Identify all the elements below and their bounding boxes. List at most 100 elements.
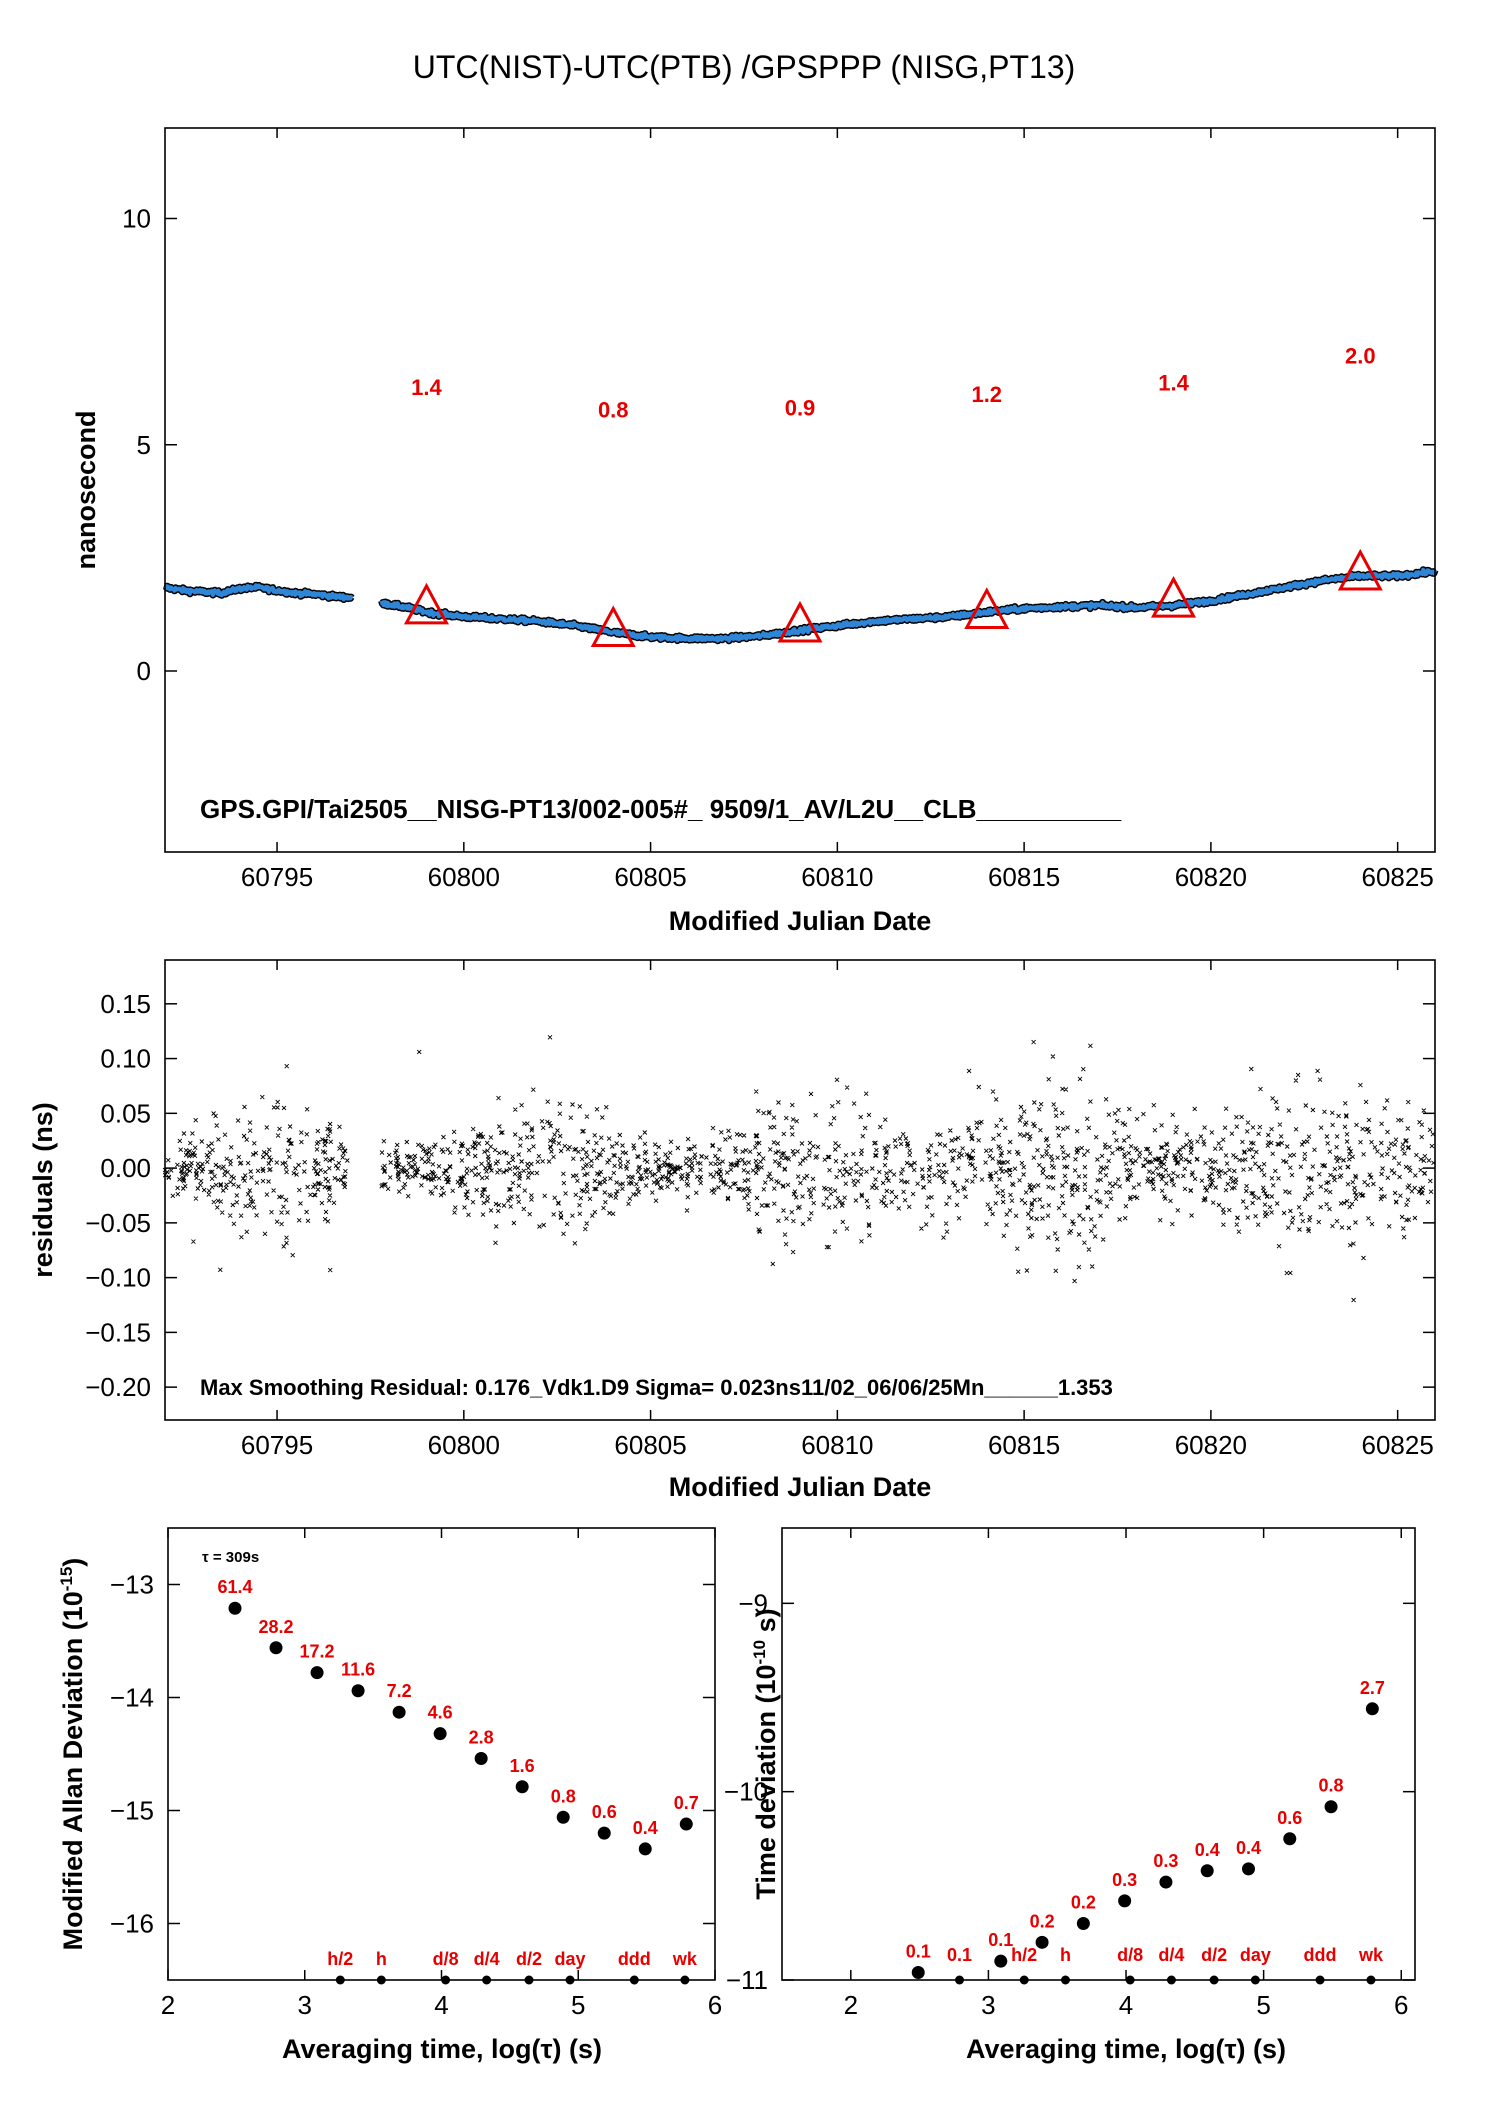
mdev-point bbox=[351, 1684, 365, 1698]
residuals-note-backdrop bbox=[195, 1368, 1265, 1404]
mdev-point-label: 4.6 bbox=[428, 1703, 453, 1723]
mdev-reference-label: d/2 bbox=[516, 1949, 542, 1969]
residuals-ytick-label: 0.05 bbox=[100, 1098, 151, 1128]
tdev-plot-xlabel: Averaging time, log(τ) (s) bbox=[966, 2034, 1286, 2064]
mdev-reference-label: d/4 bbox=[474, 1949, 500, 1969]
offset-plot: 60795 60800 60805 60810 60815 60820 608250510 … bbox=[71, 127, 1439, 936]
mdev-xtick-label: 5 bbox=[571, 1990, 585, 2020]
offset-marker-label: 0.9 bbox=[785, 395, 816, 420]
offset-series-line bbox=[163, 583, 354, 602]
offset-marker-triangle bbox=[1337, 548, 1383, 591]
mdev-point bbox=[515, 1780, 529, 1794]
mdev-ytick-label: −13 bbox=[110, 1570, 154, 1600]
mdev-plot-ylabel: Modified Allan Deviation (10-15) bbox=[57, 1558, 88, 1951]
residuals-xtick-label: 60815 bbox=[988, 1430, 1060, 1460]
tdev-point bbox=[911, 1965, 925, 1979]
mdev-plot-ticks: 2 3 4 5 6 −13 −14 −15 −16 bbox=[110, 1528, 722, 2020]
tdev-point bbox=[1241, 1862, 1255, 1876]
offset-series-outline bbox=[378, 566, 1439, 645]
offset-marker-label: 2.0 bbox=[1345, 343, 1376, 368]
figure-title: UTC(NIST)-UTC(PTB) /GPSPPP (NISG,PT13) bbox=[413, 49, 1076, 85]
mdev-point-label: 0.4 bbox=[633, 1818, 658, 1838]
mdev-point bbox=[556, 1810, 570, 1824]
mdev-points: 61.4 28.2 17.2 11.6 7.2 4.6 2.8 1.6 0.8 0.6 0.4 0.7… bbox=[217, 1577, 699, 1985]
offset-plot-annotation: GPS.GPI/Tai2505__NISG-PT13/002-005#_ 950… bbox=[200, 794, 1122, 824]
mdev-reference-label: h/2 bbox=[327, 1949, 353, 1969]
tdev-points: 0.10.10.20.20.30.30.4 0.40.60.82.70.1 h/2 h… bbox=[906, 1678, 1385, 1985]
mdev-point bbox=[679, 1817, 693, 1831]
residuals-ytick-label: 0.15 bbox=[100, 989, 151, 1019]
offset-plot-frame bbox=[164, 127, 1436, 853]
residuals-xtick-label: 60810 bbox=[801, 1430, 873, 1460]
mdev-xtick-label: 3 bbox=[298, 1990, 312, 2020]
mdev-point bbox=[269, 1641, 283, 1655]
tdev-xtick-label: 6 bbox=[1394, 1990, 1408, 2020]
mdev-point-label: 0.7 bbox=[674, 1793, 699, 1813]
tdev-reference-label: wk bbox=[1358, 1945, 1384, 1965]
residuals-xtick-label: 60805 bbox=[614, 1430, 686, 1460]
tdev-point bbox=[1118, 1894, 1132, 1908]
tdev-ytick-label: −10 bbox=[724, 1777, 768, 1807]
residuals-xtick-label: 60800 bbox=[428, 1430, 500, 1460]
offset-plot-xlabel: Modified Julian Date bbox=[669, 906, 932, 936]
mdev-point-label: 11.6 bbox=[341, 1660, 375, 1680]
residuals-plot-frame bbox=[164, 959, 1436, 1421]
tdev-point-label: 0.8 bbox=[1319, 1776, 1344, 1796]
tdev-reference-label: ddd bbox=[1304, 1945, 1337, 1965]
tdev-point bbox=[1324, 1800, 1338, 1814]
tdev-reference-label: h/2 bbox=[1011, 1945, 1037, 1965]
tdev-point-label: 0.4 bbox=[1195, 1840, 1220, 1860]
tdev-reference-label: h bbox=[1060, 1945, 1071, 1965]
tdev-point bbox=[994, 1954, 1008, 1968]
offset-marker-triangle bbox=[590, 605, 636, 648]
offset-plot-ylabel: nanosecond bbox=[71, 410, 101, 569]
residuals-ytick-label: 0.00 bbox=[100, 1153, 151, 1183]
tdev-point-label: 0.1 bbox=[988, 1930, 1013, 1950]
residuals-plot-ylabel: residuals (ns) bbox=[28, 1102, 58, 1278]
offset-ytick-label: 5 bbox=[137, 430, 151, 460]
offset-xtick-label: 60805 bbox=[614, 862, 686, 892]
tdev-ytick-label: −9 bbox=[738, 1588, 768, 1618]
offset-xtick-label: 60810 bbox=[801, 862, 873, 892]
tdev-reference-label: d/8 bbox=[1117, 1945, 1143, 1965]
offset-marker-label: 1.4 bbox=[411, 375, 442, 400]
mdev-point bbox=[228, 1601, 242, 1615]
tdev-point-label: 0.3 bbox=[1112, 1870, 1137, 1890]
mdev-point-label: 2.8 bbox=[469, 1728, 494, 1748]
residuals-xtick-label: 60825 bbox=[1361, 1430, 1433, 1460]
tdev-plot-ylabel: Time deviation (10-10 s) bbox=[750, 1608, 781, 1899]
tdev-point bbox=[1076, 1917, 1090, 1930]
tdev-plot-ticks: 2 3 4 5 6 −9 −10 −11 bbox=[724, 1528, 1415, 2020]
offset-marker-label: 1.2 bbox=[971, 382, 1002, 407]
residuals-ytick-label: 0.10 bbox=[100, 1044, 151, 1074]
mdev-point-label: 1.6 bbox=[510, 1756, 535, 1776]
mdev-reference-label: day bbox=[555, 1949, 586, 1969]
residual-points bbox=[162, 1034, 1436, 1303]
mdev-point-label: 0.6 bbox=[592, 1802, 617, 1822]
mdev-point bbox=[392, 1705, 406, 1719]
tdev-point-label: 0.4 bbox=[1236, 1838, 1261, 1858]
residuals-plot-ticks: 60795 60800 60805 60810 60815 60820 60825 0.15 0… bbox=[85, 960, 1435, 1460]
mdev-point-label: 28.2 bbox=[259, 1617, 294, 1637]
residuals-ytick-label: −0.10 bbox=[85, 1263, 151, 1293]
tdev-xtick-label: 5 bbox=[1256, 1990, 1270, 2020]
offset-markers: 1.4 0.8 0.9 1.2 1.4 2.0 bbox=[403, 343, 1383, 648]
tdev-point-label: 0.1 bbox=[906, 1941, 931, 1961]
mdev-reference-label: wk bbox=[672, 1949, 698, 1969]
mdev-reference-label: h bbox=[376, 1949, 387, 1969]
mdev-reference-label: ddd bbox=[618, 1949, 651, 1969]
mdev-point bbox=[638, 1842, 652, 1856]
tdev-point bbox=[1365, 1702, 1379, 1716]
residuals-xtick-label: 60795 bbox=[241, 1430, 313, 1460]
tdev-point-label: 0.2 bbox=[1030, 1911, 1055, 1931]
tdev-reference-label: d/2 bbox=[1201, 1945, 1227, 1965]
offset-marker-triangle bbox=[777, 600, 823, 643]
residuals-ytick-label: −0.15 bbox=[85, 1317, 151, 1347]
tdev-point bbox=[1283, 1832, 1297, 1846]
mdev-point-label: 61.4 bbox=[217, 1577, 252, 1597]
offset-xtick-label: 60820 bbox=[1175, 862, 1247, 892]
mdev-xtick-label: 4 bbox=[434, 1990, 448, 2020]
tdev-reference-label: 0.1 bbox=[947, 1945, 972, 1965]
mdev-reference-label: d/8 bbox=[433, 1949, 459, 1969]
